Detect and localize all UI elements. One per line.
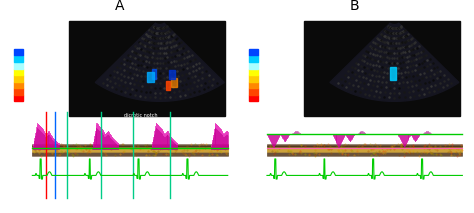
Bar xyxy=(248,88,258,95)
Bar xyxy=(390,67,396,80)
Bar xyxy=(153,69,156,79)
Bar xyxy=(14,69,23,75)
Text: B: B xyxy=(349,0,359,13)
Bar xyxy=(248,75,258,82)
Bar xyxy=(14,62,23,69)
Polygon shape xyxy=(95,23,224,101)
Bar xyxy=(14,55,23,62)
Bar xyxy=(248,49,258,55)
Bar xyxy=(14,82,23,88)
Bar xyxy=(248,95,258,101)
Bar xyxy=(14,75,23,82)
Bar xyxy=(171,78,177,87)
Bar xyxy=(248,69,258,75)
Bar xyxy=(14,95,23,101)
Bar xyxy=(14,88,23,95)
Bar xyxy=(304,21,460,116)
Bar xyxy=(14,49,23,55)
Bar xyxy=(248,62,258,69)
Bar xyxy=(169,70,175,79)
Text: dicrotic notch: dicrotic notch xyxy=(122,113,158,135)
Text: A: A xyxy=(115,0,125,13)
Bar xyxy=(248,82,258,88)
Bar xyxy=(248,55,258,62)
Polygon shape xyxy=(330,23,459,101)
Bar xyxy=(147,72,154,82)
Bar xyxy=(166,81,170,90)
Text: Fmax: 80(c): Fmax: 80(c) xyxy=(46,130,71,134)
Bar xyxy=(69,21,226,116)
